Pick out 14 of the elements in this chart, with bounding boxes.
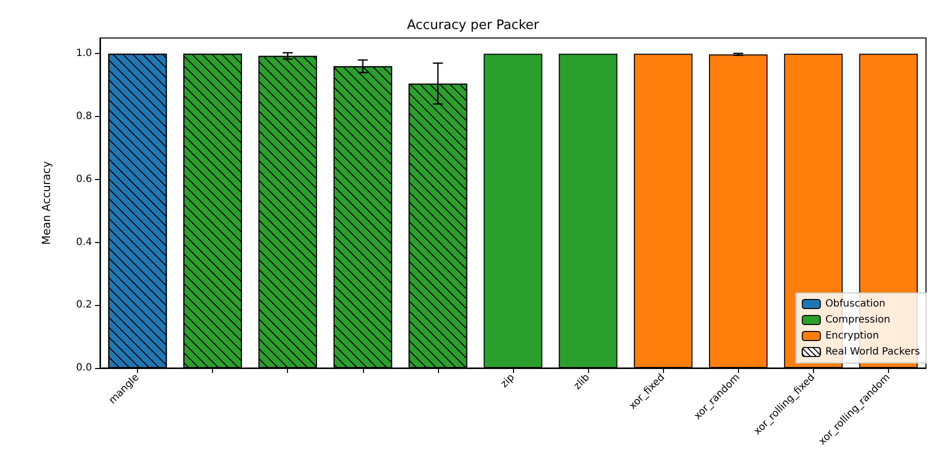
legend-label: Obfuscation [825, 298, 886, 310]
y-tick-label: 0.0 [76, 362, 92, 374]
chart-title: Accuracy per Packer [407, 18, 540, 33]
legend-label: Real World Packers [825, 346, 920, 358]
x-tick-label: zlib [572, 372, 592, 392]
y-tick-label: 0.2 [76, 300, 92, 311]
y-axis-title: Mean Accuracy [40, 160, 53, 245]
y-tick-label: 0.4 [76, 236, 92, 248]
legend-label: Compression [825, 314, 890, 326]
y-tick-label: 1.0 [76, 48, 92, 60]
legend-label: Encryption [825, 330, 879, 342]
y-tick-label: 0.8 [76, 111, 92, 122]
x-tick-label: zip [498, 372, 517, 390]
y-tick-label: 0.6 [76, 174, 92, 185]
